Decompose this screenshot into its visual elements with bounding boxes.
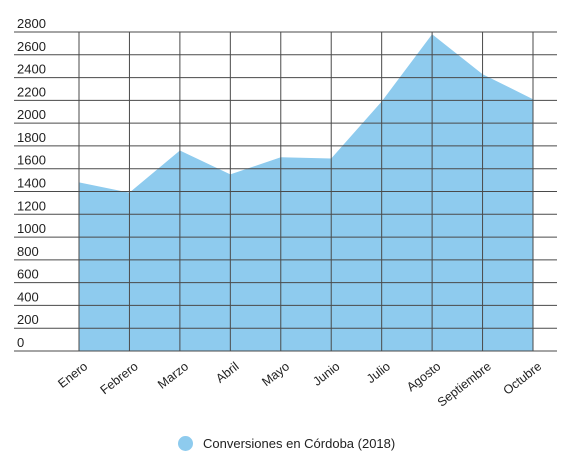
x-tick-label-julio: Julio [364, 359, 393, 386]
legend: Conversiones en Córdoba (2018) [178, 436, 395, 451]
x-tick-label-febrero: Febrero [98, 359, 141, 397]
y-tick-label-800: 800 [17, 244, 39, 259]
x-tick-label-junio: Junio [310, 359, 342, 388]
y-tick-label-1600: 1600 [17, 153, 46, 168]
y-tick-label-1200: 1200 [17, 198, 46, 213]
y-tick-label-1800: 1800 [17, 130, 46, 145]
y-tick-label-2200: 2200 [17, 84, 46, 99]
x-tick-label-septiembre: Septiembre [435, 359, 494, 409]
y-axis-ticks: 0 200 400 600 800 1000 1200 1400 1600 1800 2000 220… [17, 16, 46, 350]
y-tick-label-200: 200 [17, 312, 39, 327]
x-tick-label-enero: Enero [55, 359, 90, 391]
legend-swatch [178, 436, 193, 451]
y-tick-label-400: 400 [17, 289, 39, 304]
y-tick-label-2000: 2000 [17, 107, 46, 122]
x-tick-label-abril: Abril [213, 359, 241, 385]
series-area-0 [79, 34, 533, 352]
y-tick-label-0: 0 [17, 335, 24, 350]
x-tick-label-agosto: Agosto [404, 359, 443, 394]
x-tick-label-mayo: Mayo [259, 359, 292, 389]
y-tick-label-1000: 1000 [17, 221, 46, 236]
y-tick-label-2600: 2600 [17, 39, 46, 54]
y-tick-label-1400: 1400 [17, 176, 46, 191]
series-area-layer [78, 34, 534, 352]
gridlines [14, 31, 557, 352]
y-tick-label-2800: 2800 [17, 16, 46, 31]
y-tick-label-600: 600 [17, 267, 39, 282]
x-tick-label-octubre: Octubre [501, 359, 545, 397]
y-tick-label-2400: 2400 [17, 62, 46, 77]
x-axis-ticks: Enero Febrero Marzo Abril Mayo Junio Julio Agos… [55, 359, 544, 409]
x-tick-label-marzo: Marzo [155, 359, 191, 391]
legend-label: Conversiones en Córdoba (2018) [203, 436, 396, 451]
